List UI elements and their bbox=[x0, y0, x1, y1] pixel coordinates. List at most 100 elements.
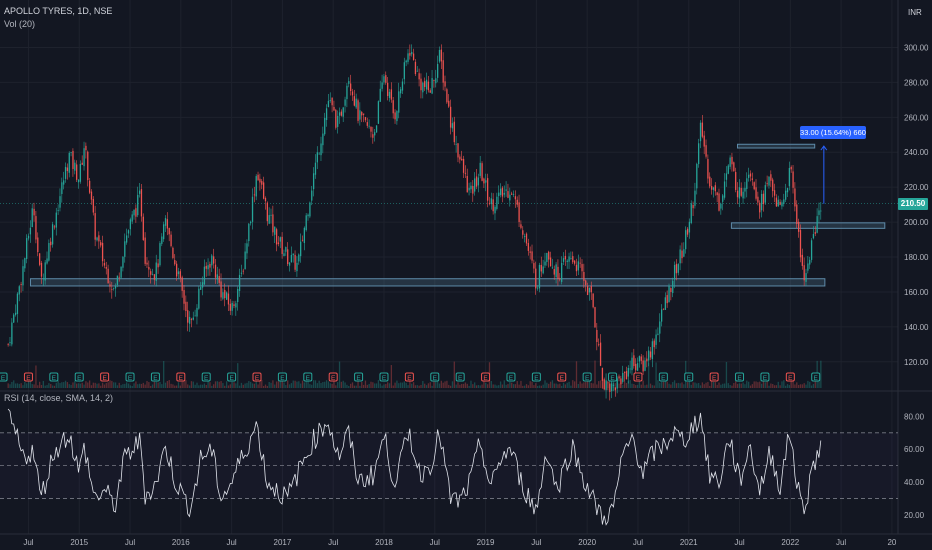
earnings-marker bbox=[328, 372, 338, 382]
candle-body bbox=[116, 275, 119, 285]
volume-bar bbox=[509, 382, 511, 388]
candle-body bbox=[285, 247, 287, 252]
volume-legend[interactable]: Vol (20) bbox=[4, 19, 36, 29]
candle-body bbox=[731, 156, 733, 165]
volume-bar bbox=[575, 361, 578, 388]
earnings-marker-letter: E bbox=[382, 375, 387, 382]
candle-body bbox=[464, 172, 467, 174]
volume-bar bbox=[114, 382, 117, 388]
volume-bar bbox=[603, 385, 605, 388]
volume-bar bbox=[142, 382, 144, 388]
volume-bar bbox=[83, 384, 85, 388]
candle-body bbox=[292, 253, 294, 256]
volume-bar bbox=[300, 383, 302, 388]
candle-body bbox=[618, 376, 620, 379]
volume-bar bbox=[85, 381, 87, 388]
candle-body bbox=[9, 342, 11, 343]
currency-label: INR bbox=[908, 8, 922, 17]
volume-bar bbox=[635, 385, 637, 388]
volume-bar bbox=[709, 385, 711, 388]
candle-body bbox=[707, 159, 709, 179]
candle-body bbox=[309, 202, 311, 217]
candle-body bbox=[662, 308, 665, 310]
volume-bar bbox=[429, 382, 431, 388]
volume-bar bbox=[127, 383, 130, 388]
volume-bar bbox=[33, 384, 35, 388]
candle-body bbox=[735, 172, 737, 190]
candle-body bbox=[146, 262, 148, 265]
candle-body bbox=[303, 227, 306, 244]
volume-bar bbox=[733, 382, 735, 388]
volume-bar bbox=[200, 384, 202, 388]
candle-body bbox=[42, 278, 44, 280]
candle-body bbox=[148, 267, 150, 270]
candle-body bbox=[335, 109, 337, 128]
volume-bar bbox=[625, 383, 628, 388]
candle-body bbox=[124, 241, 126, 257]
volume-bar bbox=[751, 384, 754, 388]
volume-bar bbox=[433, 380, 435, 388]
candle-body bbox=[681, 250, 683, 259]
candle-body bbox=[512, 193, 515, 195]
candle-body bbox=[272, 214, 274, 233]
volume-bar bbox=[542, 384, 544, 388]
volume-bar bbox=[305, 380, 307, 388]
volume-bar bbox=[598, 381, 600, 388]
volume-bar bbox=[209, 382, 211, 388]
candle-body bbox=[485, 180, 487, 183]
candle-body bbox=[522, 230, 524, 235]
candle-body bbox=[161, 236, 163, 244]
candle-body bbox=[698, 143, 700, 165]
volume-bar bbox=[55, 382, 57, 388]
volume-bar bbox=[196, 382, 198, 388]
volume-bar bbox=[409, 380, 411, 388]
candle-body bbox=[581, 264, 583, 272]
rsi-legend[interactable]: RSI (14, close, SMA, 14, 2) bbox=[4, 393, 114, 403]
symbol-legend[interactable]: APOLLO TYRES, 1D, NSE bbox=[4, 6, 113, 16]
candle-body bbox=[551, 267, 554, 269]
earnings-marker bbox=[74, 372, 84, 382]
volume-bar bbox=[620, 382, 622, 388]
candle-body bbox=[20, 284, 22, 285]
candle-body bbox=[296, 262, 298, 272]
candle-body bbox=[233, 304, 235, 306]
candle-body bbox=[164, 218, 167, 226]
candle-body bbox=[437, 64, 439, 78]
volume-bar bbox=[231, 381, 233, 388]
candle-body bbox=[640, 356, 642, 361]
volume-bar bbox=[296, 381, 298, 388]
volume-bar bbox=[100, 385, 102, 388]
candle-body bbox=[796, 204, 798, 224]
candle-body bbox=[325, 108, 328, 121]
candle-body bbox=[59, 196, 61, 208]
candle-body bbox=[494, 206, 496, 214]
candle-body bbox=[474, 178, 476, 192]
volume-bar bbox=[714, 382, 716, 388]
candle-body bbox=[546, 252, 548, 262]
earnings-marker bbox=[404, 372, 414, 382]
candle-body bbox=[242, 270, 244, 272]
volume-bar bbox=[568, 381, 570, 388]
volume-bar bbox=[379, 383, 381, 388]
measure-arrow-head bbox=[820, 145, 828, 151]
candle-body bbox=[387, 82, 389, 96]
volume-bar bbox=[614, 383, 617, 388]
candle-body bbox=[205, 265, 207, 269]
volume-bar bbox=[64, 380, 67, 388]
candle-body bbox=[709, 176, 711, 187]
candle-body bbox=[453, 121, 455, 143]
volume-bar bbox=[788, 385, 791, 388]
volume-bar bbox=[553, 383, 555, 388]
earnings-marker-letter: E bbox=[661, 375, 666, 382]
volume-bar bbox=[177, 382, 180, 388]
price-tick-label: 260.00 bbox=[904, 113, 929, 122]
volume-bar bbox=[768, 385, 770, 388]
volume-bar bbox=[753, 381, 755, 388]
volume-bar bbox=[124, 383, 126, 388]
candle-body bbox=[499, 188, 502, 195]
candle-body bbox=[472, 185, 474, 194]
volume-bar bbox=[322, 382, 324, 388]
candle-body bbox=[142, 216, 144, 241]
volume-bar bbox=[514, 384, 517, 388]
